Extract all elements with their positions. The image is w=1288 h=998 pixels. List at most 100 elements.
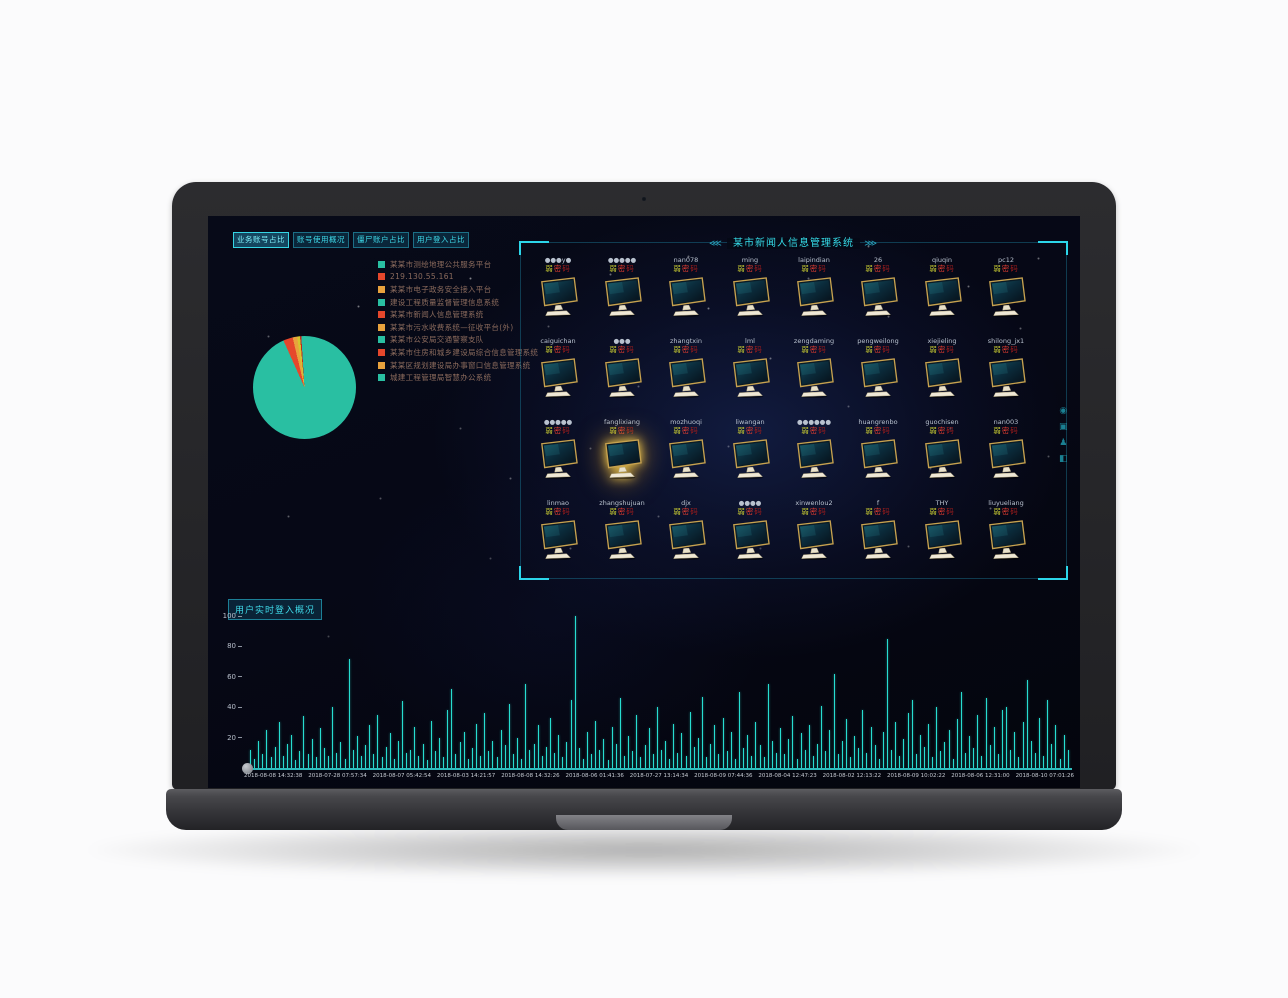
tab-0[interactable]: 业务账号占比 — [233, 232, 289, 248]
legend-color-swatch — [378, 260, 385, 268]
login-spike — [591, 754, 593, 768]
weak-password-badge: 弱密码 — [718, 264, 782, 274]
login-spike — [471, 748, 473, 768]
user-cell[interactable]: caiguichan 弱密码 — [526, 337, 590, 418]
legend-item[interactable]: 某某区规划建设局办事窗口信息管理系统 — [378, 359, 538, 372]
tab-1[interactable]: 账号使用概况 — [293, 232, 349, 248]
user-cell[interactable]: huangrenbo 弱密码 — [846, 418, 910, 499]
login-spike — [812, 755, 814, 768]
legend-item[interactable]: 某某市电子政务安全接入平台 — [378, 283, 538, 296]
weak-password-char: 弱 — [545, 507, 554, 516]
y-axis-tick: 60 — [222, 673, 242, 681]
user-cell[interactable]: ●●●●● 弱密码 — [526, 418, 590, 499]
legend-item[interactable]: 某某市测绘地理公共服务平台 — [378, 258, 538, 271]
user-cell[interactable]: shilong_jx1 弱密码 — [974, 337, 1038, 418]
tab-3[interactable]: 用户登入占比 — [413, 232, 469, 248]
legend-color-swatch — [378, 374, 385, 382]
login-spike — [258, 740, 260, 768]
grid-icon[interactable]: ▣ — [1059, 422, 1068, 432]
user-cell[interactable]: nan003 弱密码 — [974, 418, 1038, 499]
legend-item[interactable]: 城建工程管理局智慧办公系统 — [378, 371, 538, 384]
weak-password-char: 码 — [818, 426, 827, 435]
weak-password-char: 码 — [882, 345, 891, 354]
username: ●●●● — [738, 499, 762, 507]
legend-label: 某某市测绘地理公共服务平台 — [390, 259, 492, 269]
weak-password-char: 弱 — [609, 426, 618, 435]
user-cell[interactable]: zengdaming 弱密码 — [782, 337, 846, 418]
username: ●●● — [613, 337, 631, 345]
user-cell[interactable]: 26 弱密码 — [846, 256, 910, 337]
login-spike — [537, 725, 539, 768]
user-cell[interactable]: laipindian 弱密码 — [782, 256, 846, 337]
user-cell[interactable]: THY 弱密码 — [910, 499, 974, 580]
legend-item[interactable]: 某某市公安局交通警察支队 — [378, 334, 538, 347]
weak-password-char: 码 — [562, 345, 571, 354]
login-spike — [948, 730, 950, 768]
tab-2[interactable]: 僵尸账户占比 — [353, 232, 409, 248]
user-cell[interactable]: ●●●y● 弱密码 — [526, 256, 590, 337]
weak-password-char: 密 — [873, 426, 883, 435]
user-cell[interactable]: pengweilong 弱密码 — [846, 337, 910, 418]
user-cell[interactable]: liwangan 弱密码 — [718, 418, 782, 499]
login-spike — [1002, 710, 1004, 768]
user-cell[interactable]: ●●●●●● 弱密码 — [782, 418, 846, 499]
user-cell[interactable]: ●●●● 弱密码 — [718, 499, 782, 580]
weak-password-badge: 弱密码 — [782, 345, 846, 355]
legend-item[interactable]: 某某市新闻人信息管理系统 — [378, 308, 538, 321]
user-cell[interactable]: xinwenlou2 弱密码 — [782, 499, 846, 580]
login-spike — [360, 755, 362, 768]
login-spike — [985, 698, 987, 768]
login-spike — [319, 728, 321, 768]
user-cell[interactable]: lml 弱密码 — [718, 337, 782, 418]
user-cell[interactable]: ming 弱密码 — [718, 256, 782, 337]
login-spike — [623, 755, 625, 768]
login-chart-x-axis: 2018-08-08 14:32:38 2018-07-28 07:57:34 20… — [244, 773, 1074, 779]
user-cell[interactable]: qiuqin 弱密码 — [910, 256, 974, 337]
user-cell-highlighted[interactable]: fanglixiang 弱密码 — [590, 418, 654, 499]
user-cell[interactable]: liuyueliang 弱密码 — [974, 499, 1038, 580]
login-spike — [389, 733, 391, 768]
weak-password-char: 码 — [690, 264, 699, 273]
lock-icon[interactable]: ◧ — [1059, 454, 1068, 464]
legend-item[interactable]: 建设工程质量监督管理信息系统 — [378, 296, 538, 309]
login-spike — [796, 758, 798, 768]
user-cell[interactable]: ●●●●● 弱密码 — [590, 256, 654, 337]
user-cell[interactable]: pc12 弱密码 — [974, 256, 1038, 337]
weak-password-badge: 弱密码 — [718, 507, 782, 517]
login-spike — [311, 739, 313, 768]
user-icon[interactable]: ♟ — [1059, 438, 1068, 448]
username: THY — [935, 499, 949, 507]
user-cell[interactable]: xiejieling 弱密码 — [910, 337, 974, 418]
username: xinwenlou2 — [795, 499, 833, 507]
user-cell[interactable]: nan078 弱密码 — [654, 256, 718, 337]
weak-password-char: 弱 — [673, 507, 682, 516]
legend-item[interactable]: 219.130.55.161 — [378, 271, 538, 284]
weak-password-char: 码 — [818, 345, 827, 354]
user-cell[interactable]: f 弱密码 — [846, 499, 910, 580]
username: ●●●●● — [543, 418, 573, 426]
legend-item[interactable]: 某某市污水收费系统—征收平台(外) — [378, 321, 538, 334]
user-cell[interactable]: linmao 弱密码 — [526, 499, 590, 580]
legend-color-swatch — [378, 285, 385, 293]
username: zhangshujuan — [599, 499, 645, 507]
username: liwangan — [735, 418, 765, 426]
weak-password-char: 弱 — [801, 507, 810, 516]
eye-icon[interactable]: ◉ — [1059, 406, 1068, 416]
login-spike — [303, 716, 305, 768]
datazoom-handle[interactable] — [242, 763, 253, 774]
user-cell[interactable]: zhangshujuan 弱密码 — [590, 499, 654, 580]
user-monitor-panel: ⋘ 某市新闻人信息管理系统 ⋙ — [519, 238, 1068, 580]
legend-item[interactable]: 某某市住房和城乡建设局综合信息管理系统 — [378, 346, 538, 359]
weak-password-char: 码 — [626, 345, 635, 354]
login-spike — [854, 736, 856, 768]
user-cell[interactable]: djx 弱密码 — [654, 499, 718, 580]
login-spike — [751, 755, 753, 768]
user-cell[interactable]: mozhuoqi 弱密码 — [654, 418, 718, 499]
login-spike — [451, 688, 453, 768]
user-cell[interactable]: guochisen 弱密码 — [910, 418, 974, 499]
weak-password-badge: 弱密码 — [590, 345, 654, 355]
user-cell[interactable]: zhangtxin 弱密码 — [654, 337, 718, 418]
user-cell[interactable]: ●●● 弱密码 — [590, 337, 654, 418]
weak-password-badge: 弱密码 — [910, 264, 974, 274]
